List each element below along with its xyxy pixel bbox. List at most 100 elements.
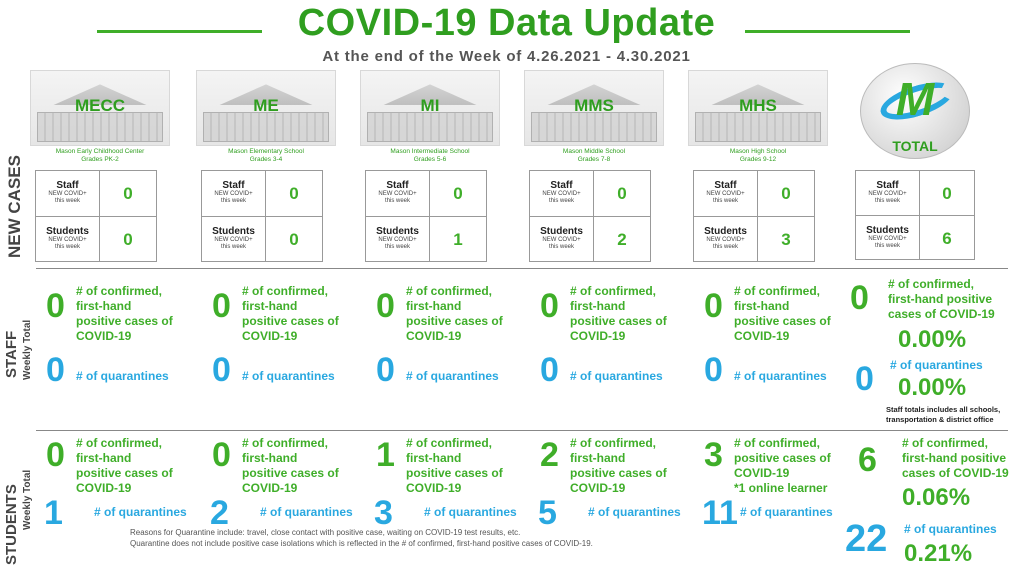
school-name: Mason Early Childhood Center Grades PK-2 <box>55 148 145 163</box>
student-confirmed-number: 1 <box>376 436 395 474</box>
total-student-quarantines-pct: 0.21% <box>904 540 973 567</box>
student-confirmed-label: # of confirmed, first-hand positive cases … <box>570 436 667 495</box>
student-quarantines-number: 11 <box>702 494 738 532</box>
staff-confirmed-number: 0 <box>376 287 395 325</box>
staff-quarantines-label: # of quarantines <box>76 369 169 383</box>
total-student-confirmed-pct: 0.06% <box>902 484 971 511</box>
new-staff-value: 0 <box>617 184 627 203</box>
school-abbr: MHS <box>739 96 777 116</box>
student-confirmed-number: 2 <box>540 436 559 474</box>
total-students-cell: Students NEW COVID+ this week <box>866 225 909 249</box>
new-staff-value: 0 <box>453 184 463 203</box>
total-staff-confirmed-number: 0 <box>850 279 869 317</box>
total-staff-quarantines-pct: 0.00% <box>898 374 967 401</box>
total-new-staff-value: 0 <box>942 184 952 203</box>
new-staff-value: 0 <box>123 184 133 203</box>
new-cases-box: Staff NEW COVID+ this week 0 Students NEW COV… <box>35 170 157 262</box>
total-staff-quarantines-label: # of quarantines <box>890 358 983 372</box>
total-staff-confirmed-label: # of confirmed, first-hand positive case… <box>888 277 995 321</box>
student-quarantines-label: # of quarantines <box>740 505 833 519</box>
school-name: Mason Intermediate School Grades 5-6 <box>390 148 470 163</box>
school-building-image: ME <box>196 70 336 146</box>
row-label-staff: STAFF <box>3 330 20 378</box>
new-cases-box: Staff NEW COVID+ this week 0 Students NEW COV… <box>693 170 815 262</box>
student-confirmed-label: # of confirmed, first-hand positive cases … <box>242 436 339 495</box>
students-cell: Students NEW COVID+ this week <box>376 226 419 250</box>
student-quarantines-label: # of quarantines <box>588 505 681 519</box>
total-student-confirmed-number: 6 <box>858 441 877 479</box>
row-label-students-sub: Weekly Total <box>22 469 33 530</box>
staff-quarantines-number: 0 <box>376 351 395 389</box>
student-confirmed-number: 3 <box>704 436 723 474</box>
new-staff-value: 0 <box>289 184 299 203</box>
total-new-cases-box: Staff NEW COVID+ this week 0 Students NE… <box>855 170 975 260</box>
students-cell: Students NEW COVID+ this week <box>540 226 583 250</box>
separator-bottom <box>36 430 1008 431</box>
school-name: Mason Middle School Grades 7-8 <box>562 148 626 163</box>
school-abbr: ME <box>253 96 279 116</box>
new-cases-box: Staff NEW COVID+ this week 0 Students NEW COV… <box>529 170 651 262</box>
staff-quarantines-label: # of quarantines <box>242 369 335 383</box>
row-label-students: STUDENTS <box>3 484 20 565</box>
school-building-image: MHS <box>688 70 828 146</box>
students-cell: Students NEW COVID+ this week <box>212 226 255 250</box>
staff-quarantines-label: # of quarantines <box>570 369 663 383</box>
student-quarantines-number: 3 <box>374 494 393 532</box>
staff-confirmed-label: # of confirmed, first-hand positive cases … <box>406 284 503 343</box>
student-quarantines-number: 1 <box>44 494 63 532</box>
student-quarantines-number: 5 <box>538 494 557 532</box>
school-abbr: MECC <box>74 96 126 116</box>
logo-letter: M <box>895 73 935 125</box>
student-confirmed-label: # of confirmed, first-hand positive cases … <box>76 436 173 495</box>
staff-confirmed-label: # of confirmed, first-hand positive cases … <box>76 284 173 343</box>
student-quarantines-label: # of quarantines <box>424 505 517 519</box>
staff-quarantines-label: # of quarantines <box>406 369 499 383</box>
row-label-new-cases: NEW CASES <box>5 155 24 258</box>
footnote: Reasons for Quarantine include: travel, … <box>130 528 593 548</box>
school-building-image: MMS <box>524 70 664 146</box>
title-rule-right <box>745 30 910 33</box>
staff-cell: Staff NEW COVID+ this week <box>48 180 87 204</box>
total-staff-cell: Staff NEW COVID+ this week <box>868 180 907 204</box>
school-name: Mason Elementary School Grades 3-4 <box>228 148 304 163</box>
page-subtitle: At the end of the Week of 4.26.2021 - 4.… <box>322 48 691 65</box>
school-abbr: MMS <box>574 96 614 116</box>
staff-confirmed-label: # of confirmed, first-hand positive cases … <box>734 284 831 343</box>
new-students-value: 0 <box>123 230 133 249</box>
school-abbr: MI <box>420 96 440 116</box>
student-confirmed-number: 0 <box>212 436 231 474</box>
staff-confirmed-label: # of confirmed, first-hand positive cases … <box>570 284 667 343</box>
staff-quarantines-number: 0 <box>540 351 559 389</box>
staff-cell: Staff NEW COVID+ this week <box>378 180 417 204</box>
new-staff-value: 0 <box>781 184 791 203</box>
staff-quarantines-number: 0 <box>704 351 723 389</box>
title-rule-left <box>97 30 262 33</box>
new-students-value: 1 <box>453 230 463 249</box>
student-quarantines-label: # of quarantines <box>260 505 353 519</box>
separator-top <box>36 268 1008 269</box>
staff-confirmed-number: 0 <box>46 287 65 325</box>
student-note: *1 online learner <box>734 481 828 495</box>
staff-confirmed-number: 0 <box>212 287 231 325</box>
staff-confirmed-label: # of confirmed, first-hand positive cases … <box>242 284 339 343</box>
students-cell: Students NEW COVID+ this week <box>704 226 747 250</box>
staff-quarantines-number: 0 <box>212 351 231 389</box>
student-quarantines-number: 2 <box>210 494 229 532</box>
total-staff-note: Staff totals includes all schools, trans… <box>886 405 1001 424</box>
student-confirmed-label: # of confirmed, first-hand positive cases … <box>406 436 503 495</box>
total-student-quarantines-number: 22 <box>845 518 888 560</box>
total-label: TOTAL <box>892 138 938 154</box>
school-building-image: MECC <box>30 70 170 146</box>
staff-confirmed-number: 0 <box>540 287 559 325</box>
new-cases-box: Staff NEW COVID+ this week 0 Students NEW COV… <box>365 170 487 262</box>
total-new-students-value: 6 <box>942 229 952 248</box>
staff-confirmed-number: 0 <box>704 287 723 325</box>
total-student-confirmed-label: # of confirmed, first-hand positive case… <box>902 436 1009 480</box>
new-students-value: 0 <box>289 230 299 249</box>
district-logo: M TOTAL <box>860 63 970 159</box>
new-cases-box: Staff NEW COVID+ this week 0 Students NEW COV… <box>201 170 323 262</box>
new-students-value: 2 <box>617 230 627 249</box>
students-cell: Students NEW COVID+ this week <box>46 226 89 250</box>
total-staff-quarantines-number: 0 <box>855 360 874 398</box>
staff-quarantines-number: 0 <box>46 351 65 389</box>
